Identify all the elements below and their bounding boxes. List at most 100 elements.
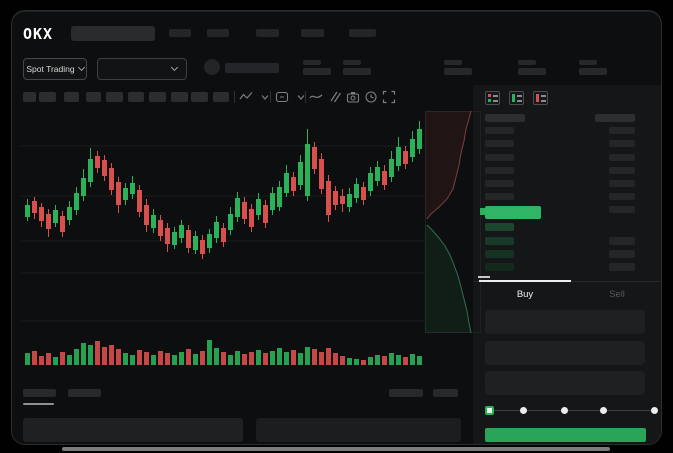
toolbar-divider [305,91,306,103]
active-tab-underline [23,403,54,405]
fullscreen-icon[interactable] [382,90,396,104]
orderbook-ask-row[interactable] [485,180,514,187]
buy-submit-button[interactable] [485,428,646,442]
amount-input[interactable] [485,341,645,365]
nav-item-placeholder[interactable] [207,29,229,37]
ticker-stat-placeholder [444,60,462,65]
orderbook-bid-row[interactable] [485,223,514,231]
history-tab-placeholder[interactable] [68,389,101,397]
timeframe-chip[interactable] [64,92,79,102]
orderbook-header-placeholder [595,114,635,122]
camera-icon[interactable] [346,90,360,104]
ticker-stat-placeholder [579,60,597,65]
ticker-stat-placeholder [343,68,371,75]
last-price-axis-tick [480,208,486,215]
compare-icon[interactable] [328,90,342,104]
orderbook-bid-row[interactable] [485,263,514,271]
orderbook-bid-row[interactable] [609,237,635,245]
interval-icon[interactable] [275,90,289,104]
pair-select[interactable] [97,58,187,80]
ticker-stat-placeholder [303,68,331,75]
chevron-down-icon [170,63,179,72]
ticker-stat-placeholder [518,68,546,75]
amount-slider-track[interactable] [489,410,655,411]
ticker-stat-placeholder [444,68,472,75]
nav-item-placeholder[interactable] [256,29,279,37]
orderbook-header-placeholder [485,114,525,122]
nav-item-placeholder[interactable] [169,29,191,37]
tab-buy-label: Buy [516,288,534,300]
orderbook-ask-row[interactable] [485,193,514,200]
orderbook-bid-row[interactable] [609,250,635,258]
bottom-panel [256,418,461,442]
nav-item-placeholder[interactable] [349,29,376,37]
orderbook-bid-row[interactable] [485,237,514,245]
toolbar-divider [270,91,271,103]
orderbook-ask-row[interactable] [485,127,514,134]
price-input[interactable] [485,310,645,334]
orderbook-ask-row[interactable] [609,180,635,187]
okx-logo[interactable]: OKX [23,25,54,43]
history-tab-placeholder[interactable] [433,389,458,397]
orderbook-ask-row[interactable] [609,167,635,174]
screen: OKX Spot Trading [11,10,662,445]
history-icon[interactable] [364,90,378,104]
timeframe-chip[interactable] [149,92,166,102]
timeframe-chip[interactable] [23,92,36,102]
timeframe-chip[interactable] [39,92,56,102]
app-root: OKX Spot Trading [12,11,661,444]
bottom-panel [23,418,243,442]
history-tab-placeholder[interactable] [23,389,56,397]
ticker-stat-placeholder [343,60,361,65]
orderbook-bids-icon[interactable] [509,91,524,105]
orderbook-bid-row[interactable] [609,263,635,271]
orderbook-both-icon[interactable] [485,91,500,105]
orderbook-ask-row[interactable] [609,193,635,200]
spot-trading-label: Spot Trading [26,64,75,74]
indicators-icon[interactable] [309,90,323,104]
ticker-stat-placeholder [518,60,536,65]
device-base [62,447,610,451]
slider-stop-100[interactable] [651,407,658,414]
timeframe-chip[interactable] [213,92,229,102]
orderbook-ask-row[interactable] [609,140,635,147]
history-tab-placeholder[interactable] [389,389,423,397]
timeframe-chip[interactable] [191,92,208,102]
orderbook-bid-row[interactable] [609,206,635,213]
ticker-stat-placeholder [579,68,607,75]
orderbook-asks-icon[interactable] [533,91,548,105]
candlestick-chart[interactable] [21,111,425,337]
total-input[interactable] [485,371,645,395]
chevron-down-icon[interactable] [258,90,272,104]
active-tab-indicator [479,280,571,282]
timeframe-chip[interactable] [171,92,188,102]
balance-placeholder [225,63,279,73]
orderbook-ask-row[interactable] [609,127,635,134]
orderbook-ask-row[interactable] [485,140,514,147]
header-search-bar[interactable] [71,26,155,41]
tab-sell[interactable]: Sell [571,284,661,304]
slider-stop-75[interactable] [600,407,607,414]
candle-style-icon[interactable] [239,90,253,104]
amount-slider-handle[interactable] [485,406,494,415]
avatar[interactable] [204,59,220,75]
spot-trading-dropdown[interactable]: Spot Trading [23,58,87,80]
last-price-bar[interactable] [485,206,541,219]
orderbook-ask-row[interactable] [485,167,514,174]
timeframe-chip[interactable] [128,92,144,102]
timeframe-chip[interactable] [86,92,101,102]
chevron-down-icon[interactable] [294,90,308,104]
orderbook-ask-row[interactable] [609,154,635,161]
chevron-down-icon [77,63,85,72]
slider-stop-50[interactable] [561,407,568,414]
timeframe-chip[interactable] [106,92,123,102]
toolbar-divider [234,91,235,103]
slider-stop-25[interactable] [520,407,527,414]
depth-chart[interactable] [425,111,481,333]
orderbook-ask-row[interactable] [485,154,514,161]
orderbook-bid-row[interactable] [485,250,514,258]
volume-chart[interactable] [21,337,425,367]
tab-buy[interactable]: Buy [479,284,571,304]
nav-item-placeholder[interactable] [301,29,324,37]
